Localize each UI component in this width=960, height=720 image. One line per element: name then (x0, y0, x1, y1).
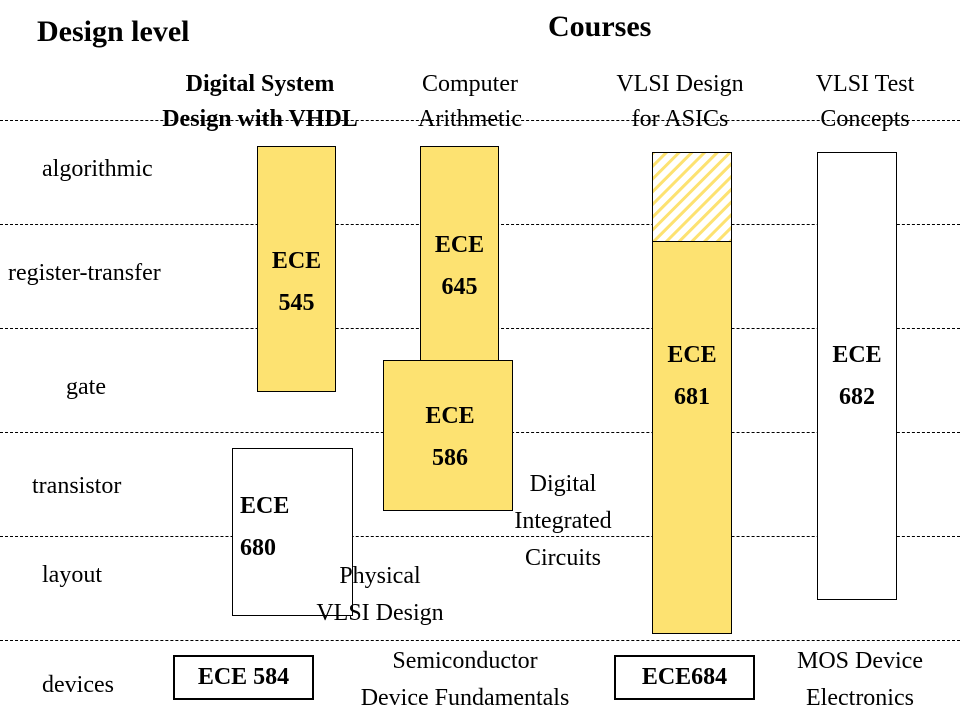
ece680-course-box (232, 448, 353, 616)
grid-line (0, 640, 960, 641)
ece545-label: ECE 545 (271, 248, 322, 316)
level-register-transfer: register-transfer (8, 260, 161, 286)
level-gate: gate (66, 374, 106, 400)
ece680-label: ECE 680 (240, 493, 290, 561)
ece682-course-bar (817, 152, 897, 600)
note-semiconductor-device-fundamentals: Semiconductor Device Fundamentals (360, 648, 570, 711)
ece682-label: ECE 682 (832, 342, 882, 410)
course-title-digital-system: Digital System Design with VHDL (162, 71, 358, 132)
note-mos-device-electronics: MOS Device Electronics (797, 648, 923, 711)
ece645-course-bar (420, 146, 499, 362)
ece681-label: ECE 681 (667, 342, 717, 410)
hatched-region (652, 152, 732, 242)
course-title-vlsi-design: VLSI Design for ASICs (616, 71, 744, 132)
grid-line (0, 120, 960, 121)
ece645-label: ECE 645 (434, 232, 485, 300)
level-algorithmic: algorithmic (42, 156, 153, 182)
ece586-course-box (383, 360, 513, 511)
course-title-computer-arithmetic: Computer Arithmetic (418, 71, 522, 132)
design-level-heading: Design level (37, 15, 190, 48)
level-transistor: transistor (32, 473, 122, 499)
note-physical-vlsi-design: Physical VLSI Design (316, 563, 444, 626)
ece545-course-bar (257, 146, 336, 392)
level-devices: devices (42, 672, 114, 698)
level-layout: layout (42, 562, 102, 588)
ece584-box: ECE 584 (173, 655, 314, 700)
ece684-box: ECE684 (614, 655, 755, 700)
courses-heading: Courses (548, 10, 652, 43)
note-digital-integrated-circuits: Digital Integrated Circuits (514, 471, 612, 571)
grid-line (0, 536, 960, 537)
ece586-label: ECE 586 (425, 403, 475, 471)
course-title-vlsi-test: VLSI Test Concepts (815, 71, 915, 132)
